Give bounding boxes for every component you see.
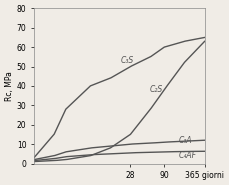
Text: C₃S: C₃S	[121, 56, 134, 65]
Text: C₃A: C₃A	[179, 136, 193, 145]
Text: C₂S: C₂S	[150, 85, 163, 94]
Text: C₄AF: C₄AF	[179, 151, 197, 160]
Y-axis label: Rc, MPa: Rc, MPa	[5, 71, 14, 101]
